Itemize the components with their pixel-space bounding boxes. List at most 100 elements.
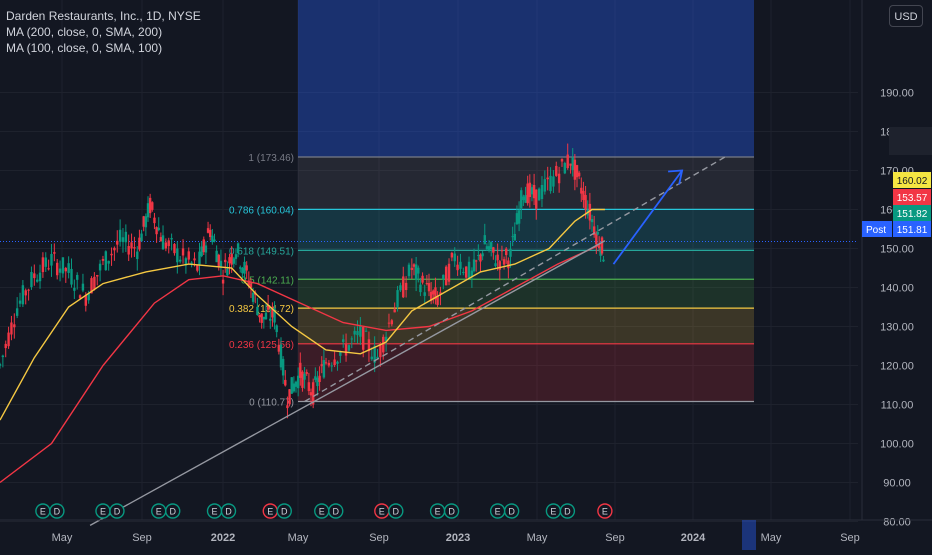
candle: [560, 158, 564, 167]
price-axis: 190.00180.00170.00160.00150.00140.00130.…: [861, 0, 932, 529]
candle: [148, 193, 152, 219]
candle: [264, 303, 268, 321]
candle-body: [127, 245, 130, 255]
candle: [396, 285, 399, 312]
event-marker-label: D: [54, 507, 61, 517]
candle-body: [196, 265, 199, 271]
candle-body: [436, 296, 439, 305]
price-tick-label: 190.00: [880, 88, 914, 100]
fib-zone: [298, 209, 754, 251]
candle-body: [543, 179, 547, 192]
event-marker-label: D: [508, 507, 515, 517]
candle-body: [136, 251, 139, 259]
price-tick-label: 140.00: [880, 283, 914, 295]
candle-body: [563, 163, 567, 174]
candle: [70, 258, 73, 288]
candle-body: [517, 210, 521, 224]
ma100-study-label[interactable]: MA (100, close, 0, SMA, 100): [6, 41, 163, 55]
candle-body: [96, 275, 99, 277]
candle-body: [336, 361, 339, 364]
candle-body: [522, 196, 525, 201]
candle-body: [299, 362, 302, 378]
candle-body: [27, 289, 30, 291]
candle: [107, 260, 110, 271]
time-tick-label: May: [761, 532, 782, 544]
candle: [532, 173, 536, 206]
candle-body: [251, 292, 255, 302]
candle-body: [47, 268, 50, 270]
candle: [30, 266, 33, 290]
candle-body: [530, 187, 534, 195]
candle-body: [226, 268, 229, 276]
candle: [260, 313, 263, 329]
candle-body: [399, 285, 402, 291]
fib-upper-zone: [298, 0, 754, 158]
candle-body: [288, 389, 291, 405]
candle: [305, 369, 308, 376]
candle-body: [549, 175, 552, 192]
candle-body: [427, 283, 431, 292]
candle: [552, 170, 555, 193]
candle-body: [148, 197, 152, 214]
candle-body: [569, 163, 572, 166]
candle-body: [181, 248, 185, 256]
currency-button[interactable]: USD: [889, 5, 923, 27]
candle: [73, 279, 76, 299]
candle: [404, 276, 408, 298]
candle-body: [104, 251, 108, 271]
candle-body: [487, 246, 491, 251]
candle-body: [84, 295, 87, 306]
candle-body: [245, 265, 248, 271]
candle: [600, 236, 604, 256]
candle-body: [402, 276, 405, 298]
candle: [301, 370, 304, 392]
candle: [90, 276, 93, 294]
candle-body: [277, 344, 281, 352]
candle: [327, 360, 331, 368]
candle-body: [38, 272, 42, 282]
candle-body: [467, 261, 471, 278]
dividend-icon: [328, 503, 344, 519]
candle-body: [434, 287, 437, 300]
candle-body: [90, 278, 93, 294]
candle: [356, 320, 359, 344]
candle: [133, 236, 136, 257]
candle: [477, 244, 480, 261]
candle-body: [241, 268, 244, 274]
candle-body: [173, 244, 176, 254]
candle: [232, 256, 236, 268]
candle-body: [520, 190, 523, 209]
symbol-title[interactable]: Darden Restaurants, Inc., 1D, NYSE: [6, 9, 201, 23]
ma200-study-label[interactable]: MA (200, close, 0, SMA, 200): [6, 25, 163, 39]
candle-body: [571, 157, 574, 170]
candle: [535, 189, 538, 220]
candle: [284, 370, 287, 387]
candle: [515, 205, 519, 225]
candle-body: [555, 165, 558, 176]
candle-body: [133, 247, 136, 249]
candle-body: [359, 325, 362, 337]
candle: [513, 222, 516, 241]
candle: [155, 226, 158, 243]
candle: [140, 229, 143, 242]
candle: [320, 356, 323, 374]
candle-body: [590, 219, 594, 223]
candle: [543, 170, 547, 195]
candle-body: [87, 293, 90, 301]
event-marker-label: D: [114, 507, 121, 517]
candle: [596, 225, 599, 236]
candle-body: [121, 237, 125, 243]
candle: [167, 237, 170, 254]
candle: [546, 166, 549, 191]
candle-body: [592, 226, 596, 235]
candle-body: [311, 382, 315, 405]
candle-body: [76, 274, 79, 280]
trendline: [89, 240, 606, 527]
candle-body: [322, 360, 326, 378]
candle: [359, 317, 362, 345]
candle: [566, 143, 569, 170]
candle-body: [439, 292, 442, 295]
candle: [164, 238, 168, 252]
